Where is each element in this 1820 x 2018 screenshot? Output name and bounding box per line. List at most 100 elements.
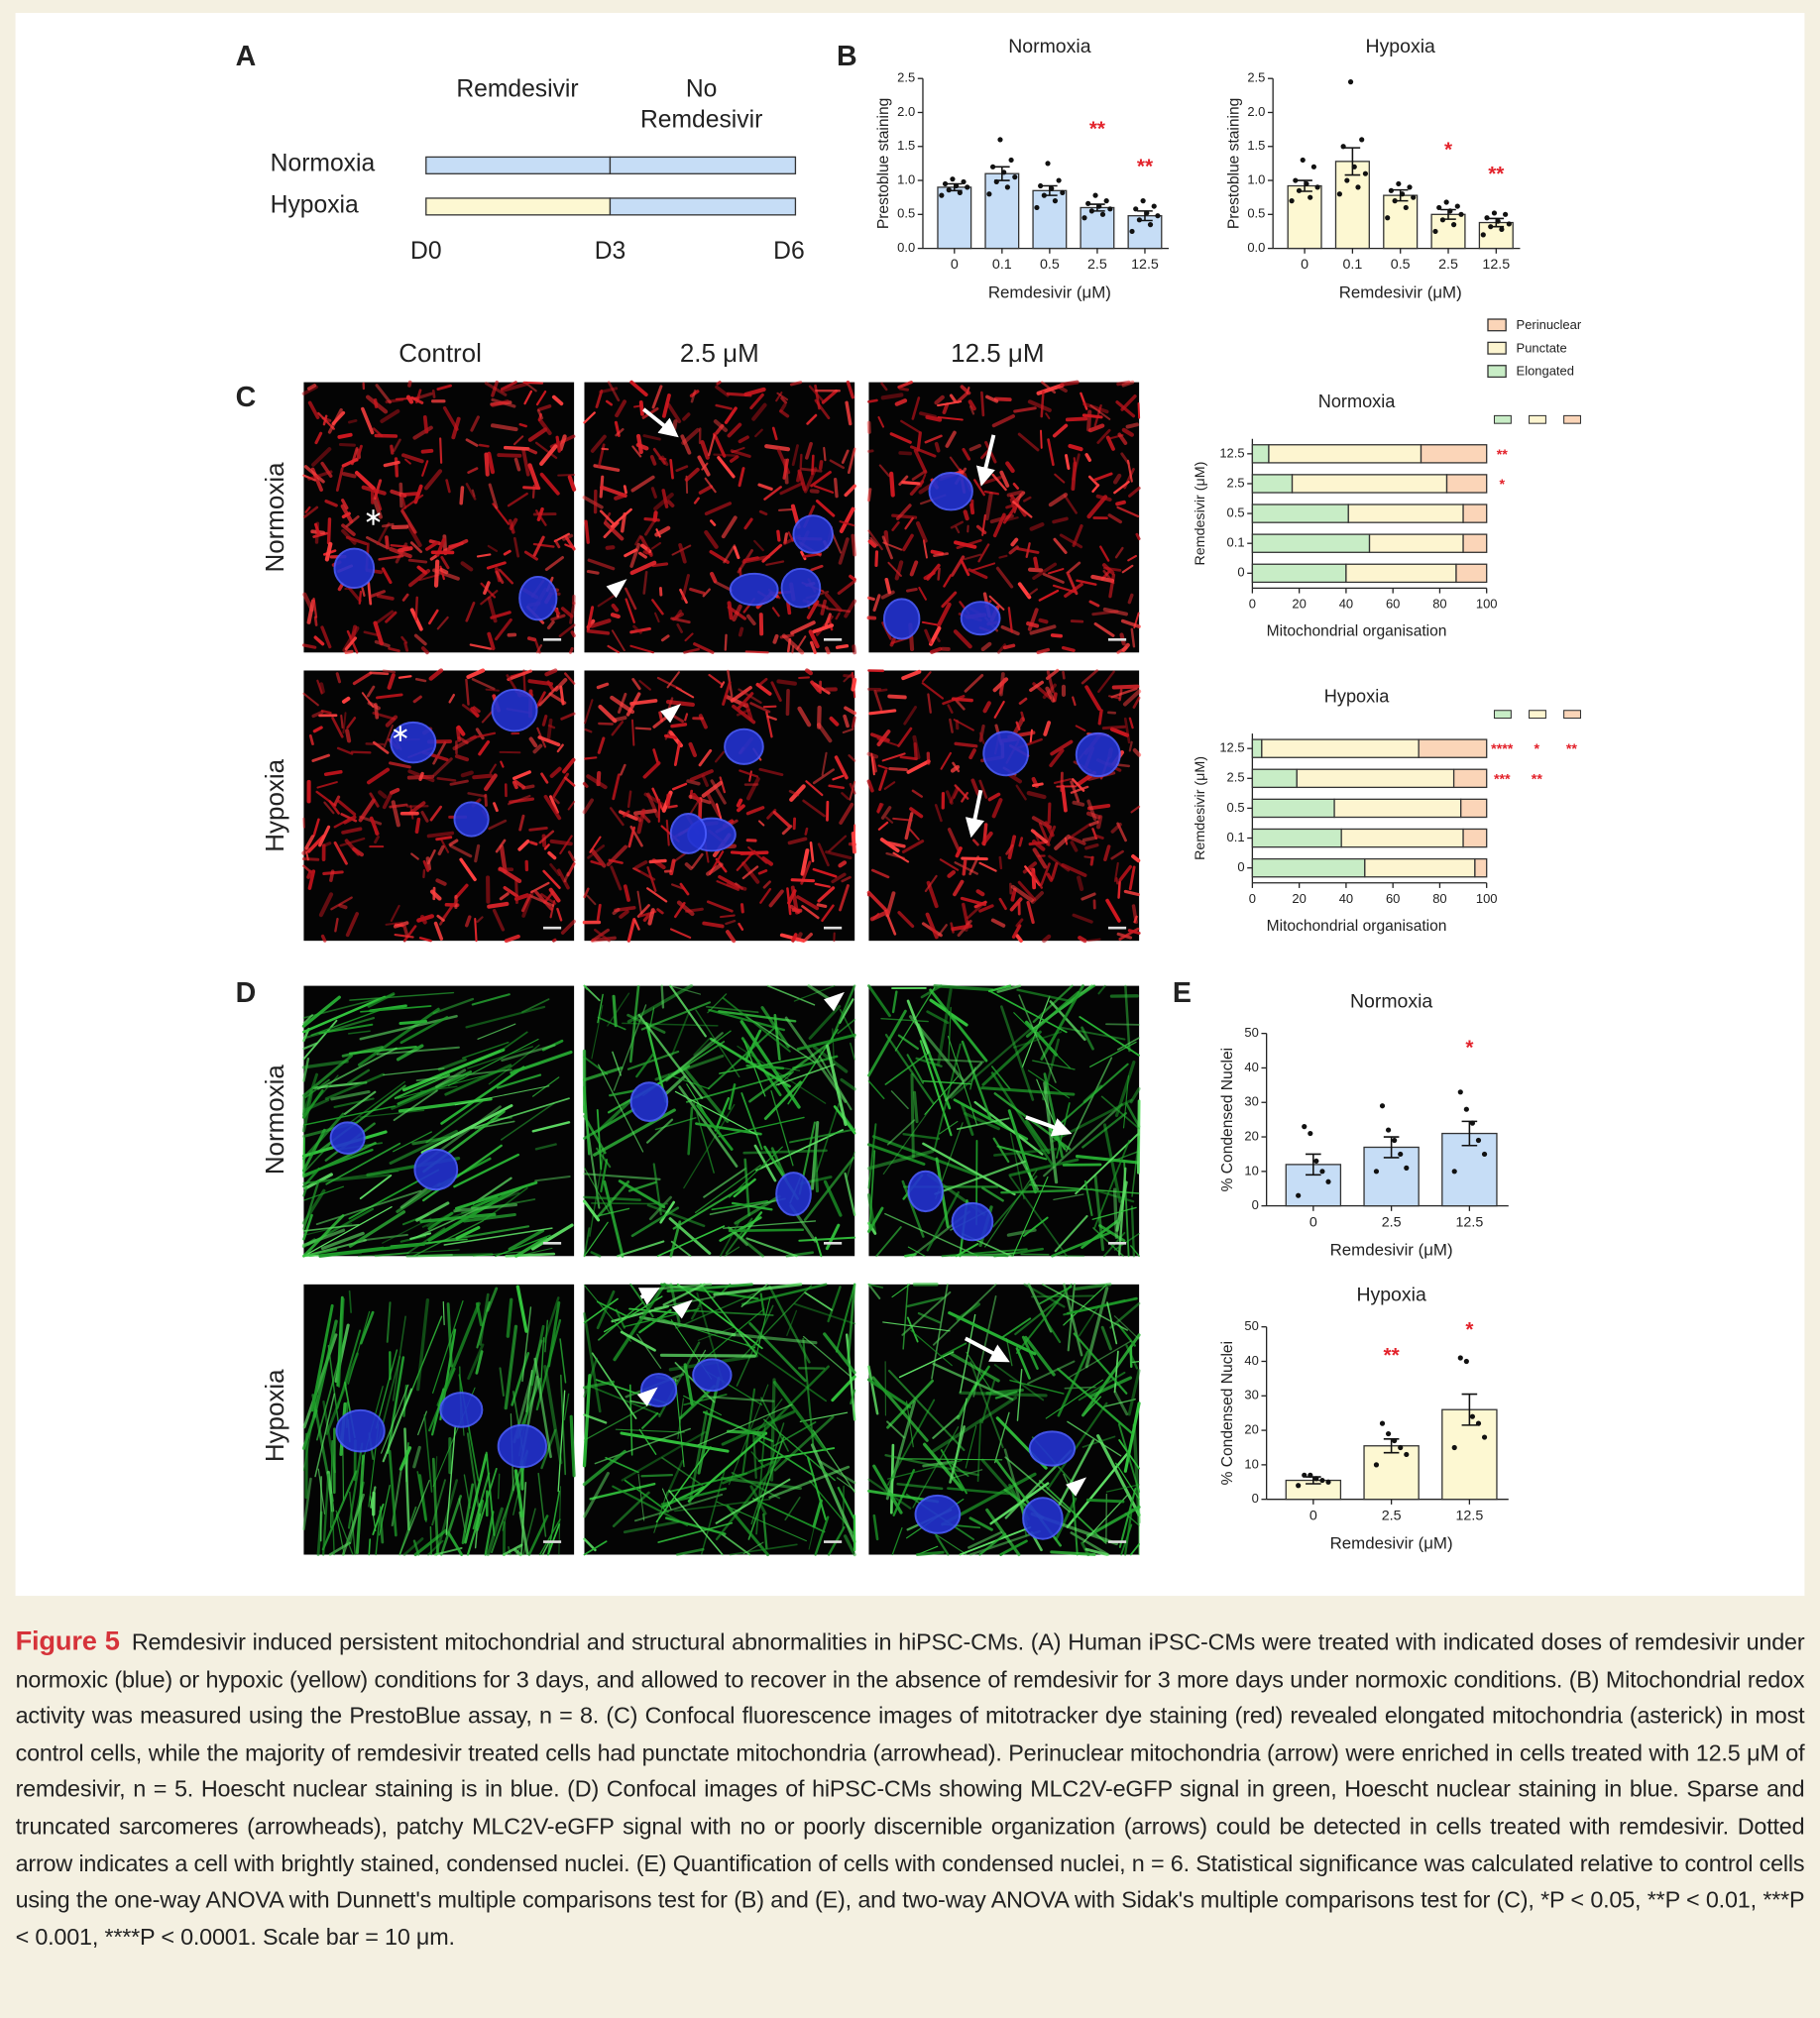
micrograph-texture [884,1051,931,1085]
micrograph-texture [400,635,408,644]
micrograph-texture [547,1523,561,1556]
micrograph-texture [1073,1332,1128,1395]
micrograph-texture [803,932,813,943]
micrograph-texture [315,1189,422,1226]
micrograph-texture [569,1414,576,1478]
micrograph-texture [400,508,417,534]
micrograph-texture [486,1507,504,1557]
micrograph-texture [962,902,969,926]
micrograph-texture [1029,729,1033,743]
micrograph-texture [1053,1193,1084,1201]
micrograph-texture [1129,1086,1141,1104]
data-point [1450,222,1457,228]
micrograph-texture [724,406,738,424]
micrograph-texture [629,380,648,397]
micrograph-texture [867,398,878,403]
micrograph-texture [1012,501,1033,518]
micrograph-texture [560,712,576,721]
micrograph-texture [981,1030,1042,1086]
micrograph-texture [389,761,411,769]
micrograph-texture [439,567,449,575]
micrograph-texture [408,801,426,815]
micrograph-texture [306,869,313,879]
micrograph-texture [880,382,888,392]
micrograph-texture [391,524,409,530]
micrograph-texture [1099,545,1110,562]
micrograph-texture [683,1067,730,1123]
micrograph-texture [582,1380,616,1390]
micrograph-texture [337,800,357,817]
micrograph-texture [889,471,895,498]
micrograph-texture [431,1457,439,1555]
micrograph-texture [956,392,969,403]
micrograph-texture [930,646,943,654]
micrograph-texture [954,861,978,875]
micrograph-texture [480,590,499,606]
micrograph-texture [630,1206,680,1238]
micrograph-texture [607,992,630,1027]
micrograph-texture [664,1075,686,1095]
timeline-phase-label: Remdesivir [640,107,762,134]
micrograph-texture [891,1284,911,1298]
micrograph-texture [1081,669,1099,685]
micrograph-texture [449,779,469,786]
micrograph-texture [1040,1312,1062,1344]
micrograph-texture [848,754,856,762]
micrograph-texture [942,402,950,414]
micrograph-texture [563,1393,570,1421]
micrograph-texture [596,1180,630,1219]
micrograph-texture [915,520,928,543]
micrograph-texture [743,387,766,397]
micrograph-texture [1032,1060,1076,1070]
micrograph-texture [646,792,660,819]
micrograph-row-label: Normoxia [260,1065,289,1176]
micrograph-texture [434,1068,467,1088]
micrograph-texture [930,549,945,556]
micrograph-texture [583,1311,602,1413]
micrograph-texture [968,405,975,415]
micrograph-texture [801,905,820,920]
micrograph-texture [697,1326,734,1341]
micrograph-texture [454,883,469,900]
micrograph-texture [484,452,490,477]
micrograph-texture [389,787,400,795]
micrograph-texture [780,396,788,404]
micrograph-texture [715,423,725,435]
micrograph-texture [387,673,396,690]
micrograph-texture [851,533,857,557]
micrograph-texture [548,692,567,705]
micrograph-texture [361,406,375,435]
micrograph-texture [681,574,690,601]
panel-label: D [236,977,257,1009]
micrograph-texture [533,638,541,654]
micrograph-texture [412,425,433,440]
micrograph-texture [829,459,846,470]
micrograph-texture [762,705,777,709]
micrograph-texture [1029,624,1057,635]
panel-label: A [236,41,257,72]
micrograph-texture [710,571,718,584]
micrograph-texture [688,741,698,757]
micrograph-texture [521,1306,532,1383]
micrograph-texture [702,588,711,598]
micrograph-texture [949,786,959,804]
data-point [1480,232,1486,238]
micrograph-texture [758,677,768,686]
micrograph-texture [978,779,988,799]
micrograph-texture [345,729,352,743]
micrograph-texture [472,706,481,714]
micrograph-texture [825,850,853,860]
y-tick-label: 0.5 [897,206,915,221]
micrograph-texture [901,840,925,854]
micrograph-texture [1121,564,1134,574]
micrograph-texture [1085,1498,1125,1504]
micrograph-texture [802,799,826,818]
micrograph-texture [852,644,857,655]
micrograph-texture [453,1153,520,1188]
micrograph-texture [708,434,716,457]
micrograph-texture [306,599,315,624]
micrograph-texture [448,541,464,549]
micrograph-texture [1137,401,1141,419]
micrograph-texture [487,451,496,475]
micrograph-texture [698,748,713,767]
